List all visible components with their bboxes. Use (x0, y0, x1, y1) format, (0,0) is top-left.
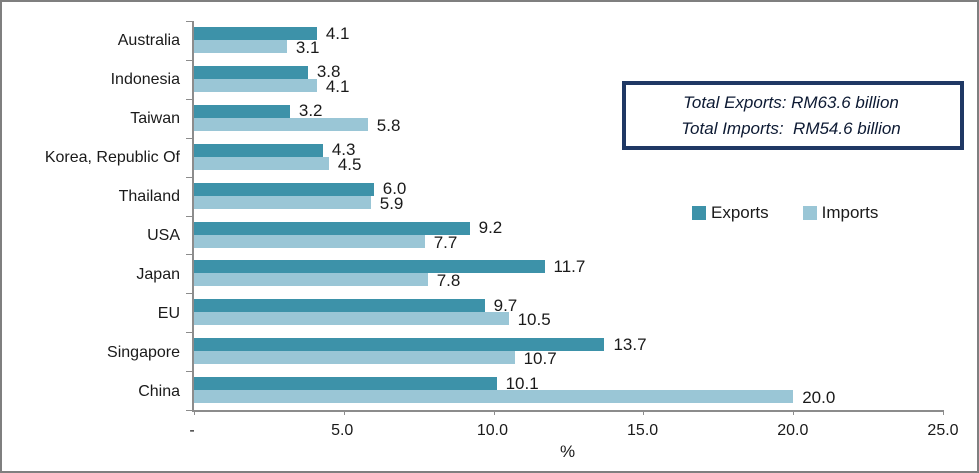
x-axis-tick-label: 15.0 (627, 422, 659, 439)
total-exports-text: Total Exports: RM63.6 billion (683, 93, 899, 112)
imports-bar (194, 390, 794, 404)
imports-value-label: 5.9 (379, 193, 404, 213)
imports-value-label: 3.1 (295, 38, 320, 58)
x-axis-tick (493, 410, 495, 415)
imports-value-label: 4.5 (337, 154, 362, 174)
y-axis-tick (186, 254, 194, 256)
bar-row: 6.0 5.9 (194, 177, 943, 216)
exports-value-label: 3.8 (316, 62, 341, 82)
imports-bar (194, 78, 317, 92)
y-axis-tick (186, 410, 194, 411)
bar-rows: 4.1 3.1 3.8 4.1 3.2 5.8 4.3 4.5 6.0 5.9 9.2 7.7 11.7… (194, 21, 943, 410)
category-label: China (138, 383, 180, 401)
exports-value-label: 6.0 (382, 179, 407, 199)
legend-label-imports: Imports (821, 203, 879, 222)
exports-value-label: 10.1 (505, 373, 539, 393)
y-axis-tick (186, 98, 194, 100)
y-axis-tick (186, 293, 194, 295)
bar-row: 10.1 20.0 (194, 371, 943, 410)
imports-swatch-icon (802, 206, 817, 220)
x-axis-tick (343, 410, 345, 415)
category-label: Japan (136, 266, 180, 284)
totals-annotation-box: Total Exports: RM63.6 billion Total Impo… (622, 81, 964, 150)
exports-bar (194, 27, 317, 40)
imports-value-label: 10.7 (523, 349, 557, 369)
imports-value-label: 10.5 (517, 310, 551, 330)
bar-row: 13.7 10.7 (194, 332, 943, 371)
exports-value-label: 13.7 (613, 334, 647, 354)
y-axis-tick (186, 215, 194, 217)
imports-bar (194, 117, 368, 131)
legend: Exports Imports (692, 203, 878, 223)
category-label: Australia (117, 31, 180, 49)
exports-bar (194, 338, 605, 352)
x-axis-tick (793, 410, 795, 415)
category-label: Thailand (118, 187, 180, 205)
category-label: Korea, Republic Of (44, 148, 180, 166)
imports-bar (194, 195, 371, 209)
exports-swatch-icon (692, 206, 706, 220)
x-axis-tick-label: 20.0 (777, 422, 809, 439)
exports-bar (194, 221, 470, 235)
imports-bar (194, 312, 509, 326)
x-axis-tick-label: 25.0 (927, 422, 959, 439)
exports-value-label: 9.2 (478, 218, 503, 238)
legend-item-imports: Imports (802, 203, 879, 223)
bar-row: 4.1 3.1 (194, 21, 943, 60)
exports-value-label: 4.1 (325, 23, 350, 43)
y-axis-tick (186, 176, 194, 178)
exports-value-label: 9.7 (493, 295, 518, 315)
exports-bar (194, 299, 485, 313)
exports-bar (194, 104, 290, 118)
bar-row: 3.2 5.8 (194, 99, 943, 138)
category-label: Taiwan (130, 109, 180, 127)
plot-area: 4.1 3.1 3.8 4.1 3.2 5.8 4.3 4.5 6.0 5.9 9.2 7.7 11.7… (186, 21, 944, 415)
category-label: Indonesia (110, 70, 180, 88)
imports-bar (194, 273, 428, 287)
legend-label-exports: Exports (711, 203, 769, 222)
y-axis-category-labels: Australia Indonesia Taiwan Korea, Republic … (2, 21, 180, 412)
exports-bar (194, 377, 497, 391)
x-axis-tick (643, 410, 645, 415)
x-axis-title: % (559, 442, 576, 461)
y-axis-tick (186, 137, 194, 139)
bar-row: 4.3 4.5 (194, 138, 943, 177)
imports-value-label: 5.8 (376, 115, 401, 135)
bar-row: 9.7 10.5 (194, 293, 943, 332)
exports-bar (194, 260, 545, 274)
category-label: USA (147, 227, 180, 245)
imports-value-label: 4.1 (325, 76, 350, 96)
y-axis-tick (186, 59, 194, 61)
exports-value-label: 11.7 (553, 256, 586, 276)
exports-bar (194, 143, 323, 157)
exports-value-label: 4.3 (331, 140, 356, 160)
imports-bar (194, 40, 287, 53)
y-axis-tick (186, 21, 194, 22)
x-axis-tick (194, 410, 195, 415)
x-axis-tick-label: 10.0 (476, 422, 508, 439)
category-label: EU (157, 305, 180, 323)
imports-bar (194, 156, 329, 170)
exports-bar (194, 182, 374, 196)
x-axis-tick-label: - (189, 422, 195, 439)
imports-value-label: 7.7 (433, 232, 458, 252)
imports-value-label: 7.8 (436, 271, 461, 291)
imports-value-label: 20.0 (802, 388, 836, 408)
exports-bar (194, 65, 308, 79)
category-label: Singapore (107, 344, 180, 362)
imports-bar (194, 351, 515, 365)
x-axis-tick-label: 5.0 (331, 422, 354, 439)
x-axis-tick (943, 410, 944, 415)
imports-bar (194, 234, 425, 248)
bar-row: 11.7 7.8 (194, 254, 943, 293)
legend-item-exports: Exports (692, 203, 769, 223)
bar-row: 3.8 4.1 (194, 60, 943, 99)
bar-row: 9.2 7.7 (194, 216, 943, 255)
y-axis-tick (186, 332, 194, 334)
y-axis-tick (186, 371, 194, 373)
exports-value-label: 3.2 (298, 101, 323, 121)
total-imports-text: Total Imports: RM54.6 billion (681, 118, 901, 138)
